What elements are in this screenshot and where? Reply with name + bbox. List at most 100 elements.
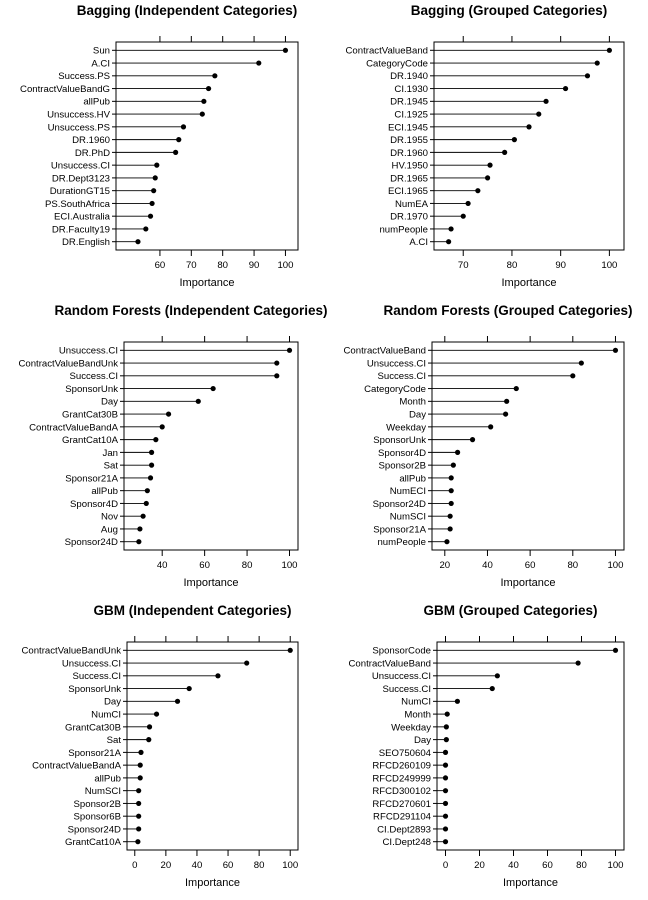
importance-point [137, 526, 143, 532]
importance-point [286, 347, 293, 353]
importance-point [578, 360, 584, 366]
category-label: Unsuccess.CI [372, 671, 431, 682]
category-label: ContractValueBand [346, 46, 429, 57]
x-axis-title: Importance [185, 877, 240, 889]
importance-point [606, 47, 612, 53]
x-tick-label: 100 [282, 860, 298, 871]
category-label: RFCD260109 [372, 761, 431, 772]
category-label: Weekday [391, 722, 431, 733]
x-tick-label: 80 [507, 260, 518, 271]
category-label: SponsorCode [372, 646, 431, 657]
importance-point [140, 513, 146, 519]
importance-point [282, 47, 289, 53]
importance-point [256, 60, 262, 66]
category-label: Sun [93, 46, 110, 57]
category-label: DR.1965 [390, 173, 428, 184]
category-label: Nov [101, 512, 118, 523]
category-label: Sat [104, 461, 119, 472]
category-label: NumECI [390, 486, 426, 497]
category-label: NumSCI [85, 786, 121, 797]
category-label: allPub [91, 486, 118, 497]
plot-frame [126, 641, 299, 851]
importance-point [153, 437, 159, 443]
category-label: ECI.1965 [388, 186, 428, 197]
importance-point [136, 826, 142, 832]
category-label: Sponsor2B [379, 461, 426, 472]
x-axis-title: Importance [179, 277, 234, 289]
importance-point [511, 137, 517, 143]
category-label: allPub [399, 473, 426, 484]
category-label: ContractValueBandA [32, 761, 121, 772]
importance-point [442, 749, 449, 755]
importance-point [147, 213, 154, 219]
importance-point [513, 385, 519, 392]
chart-title: Bagging (Grouped Categories) [411, 3, 608, 18]
category-label: Success.CI [72, 671, 121, 682]
category-label: DR.1970 [390, 212, 428, 223]
category-label: Unsuccess.HV [47, 109, 111, 120]
importance-point [136, 788, 142, 794]
importance-point [489, 685, 495, 692]
category-label: DR.1940 [390, 71, 428, 82]
importance-point [503, 411, 509, 417]
importance-point [149, 200, 155, 207]
x-tick-label: 20 [161, 860, 172, 871]
x-tick-label: 60 [155, 260, 166, 271]
category-label: Sponsor21A [373, 524, 426, 535]
chart-panel-2: Bagging (Grouped Categories) 70 80 90 100 Imp… [346, 3, 625, 289]
importance-point [143, 226, 149, 232]
importance-point [148, 462, 155, 468]
x-tick-label: 100 [607, 860, 623, 871]
category-label: SponsorUnk [373, 435, 426, 446]
importance-point [442, 813, 449, 819]
category-label: Day [409, 409, 426, 420]
category-label: Sponsor2B [74, 799, 121, 810]
category-label: CategoryCode [364, 384, 426, 395]
x-tick-label: 40 [508, 860, 519, 871]
category-label: Weekday [386, 422, 426, 433]
category-label: CI.Dept2893 [377, 824, 431, 835]
category-label: allPub [94, 773, 121, 784]
importance-point [287, 647, 293, 653]
category-label: DR.PhD [75, 148, 110, 159]
category-label: Day [104, 697, 121, 708]
importance-point [448, 500, 454, 507]
importance-point [488, 424, 494, 430]
category-label: DR.Faculty19 [52, 224, 110, 235]
category-label: Sponsor21A [65, 473, 118, 484]
importance-point [212, 73, 218, 79]
importance-point [180, 124, 187, 130]
importance-point [148, 449, 155, 455]
plot-frame [431, 341, 625, 551]
importance-point [502, 149, 508, 155]
importance-point [442, 775, 449, 781]
category-label: Day [414, 735, 431, 746]
plot-frame [433, 41, 625, 251]
importance-point [138, 749, 144, 755]
importance-point [195, 398, 201, 404]
importance-point [274, 360, 280, 366]
importance-point [448, 488, 454, 494]
x-tick-label: 80 [242, 560, 253, 571]
category-label: SEO750604 [379, 748, 432, 759]
x-tick-label: 70 [458, 260, 469, 271]
importance-point [210, 385, 216, 392]
category-label: Success.CI [377, 371, 426, 382]
importance-point [526, 124, 532, 130]
x-tick-label: 100 [607, 560, 623, 571]
importance-point [443, 724, 449, 730]
category-label: Month [404, 709, 431, 720]
x-tick-label: 90 [249, 260, 260, 271]
importance-point [201, 98, 207, 104]
category-label: Success.CI [382, 684, 431, 695]
importance-point [543, 98, 549, 104]
category-label: DR.Dept3123 [52, 173, 110, 184]
category-label: ContractValueBand [349, 658, 432, 669]
importance-point [570, 373, 576, 379]
category-label: Success.PS [58, 71, 110, 82]
importance-point [165, 411, 172, 417]
importance-point [274, 373, 280, 379]
x-tick-label: 60 [542, 860, 553, 871]
x-tick-label: 0 [443, 860, 448, 871]
